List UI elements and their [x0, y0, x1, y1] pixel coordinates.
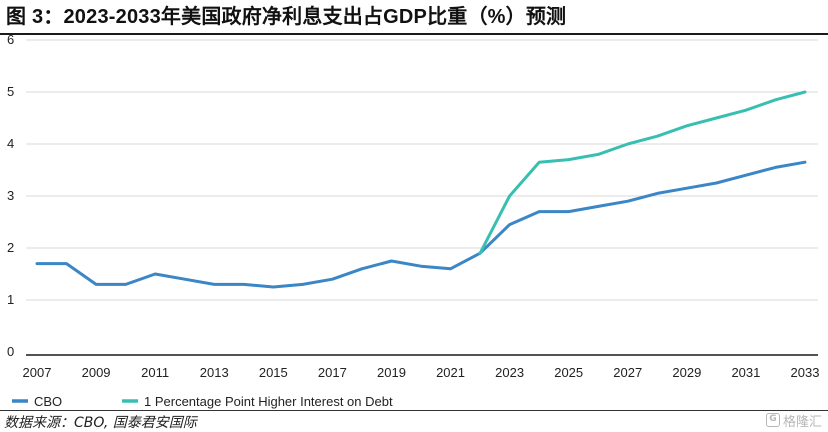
y-tick-label-5: 5 — [7, 84, 14, 99]
watermark-text: 格隆汇 — [782, 414, 822, 430]
y-tick-label-6: 6 — [7, 32, 14, 47]
x-tick-label-2029: 2029 — [672, 365, 701, 380]
line-chart: 0 1 2 3 4 5 6 2007 2009 2011 2013 2015 2017 2019 2021 2… — [7, 32, 820, 409]
y-tick-label-4: 4 — [7, 136, 14, 151]
x-tick-label-2011: 2011 — [141, 365, 169, 380]
y-tick-label-2: 2 — [7, 240, 14, 255]
x-tick-label-2015: 2015 — [259, 365, 288, 380]
y-tick-label-0: 0 — [7, 344, 14, 359]
series-line-higher-interest — [478, 90, 807, 255]
source-note: 数据来源：CBO, 国泰君安国际 — [4, 415, 197, 431]
y-tick-label-3: 3 — [7, 188, 14, 203]
x-tick-label-2009: 2009 — [82, 365, 111, 380]
x-tick-label-2031: 2031 — [731, 365, 760, 380]
title-divider — [0, 33, 828, 35]
y-tick-label-1: 1 — [7, 292, 14, 307]
legend-label-cbo: CBO — [34, 394, 62, 409]
series-line-cbo — [35, 160, 807, 289]
x-tick-label-2007: 2007 — [23, 365, 52, 380]
x-tick-label-2021: 2021 — [436, 365, 465, 380]
x-tick-label-2013: 2013 — [200, 365, 229, 380]
watermark: G 格隆汇 — [765, 411, 822, 430]
x-tick-label-2025: 2025 — [554, 365, 583, 380]
watermark-logo-icon: G — [765, 413, 780, 427]
x-tick-label-2023: 2023 — [495, 365, 524, 380]
x-tick-label-2017: 2017 — [318, 365, 347, 380]
legend-label-higher-interest: 1 Percentage Point Higher Interest on De… — [144, 394, 393, 409]
x-tick-label-2033: 2033 — [791, 365, 820, 380]
source-divider — [0, 410, 828, 411]
chart-title: 图 3：2023-2033年美国政府净利息支出占GDP比重（%）预测 — [6, 6, 567, 28]
x-tick-label-2019: 2019 — [377, 365, 406, 380]
x-tick-label-2027: 2027 — [613, 365, 642, 380]
